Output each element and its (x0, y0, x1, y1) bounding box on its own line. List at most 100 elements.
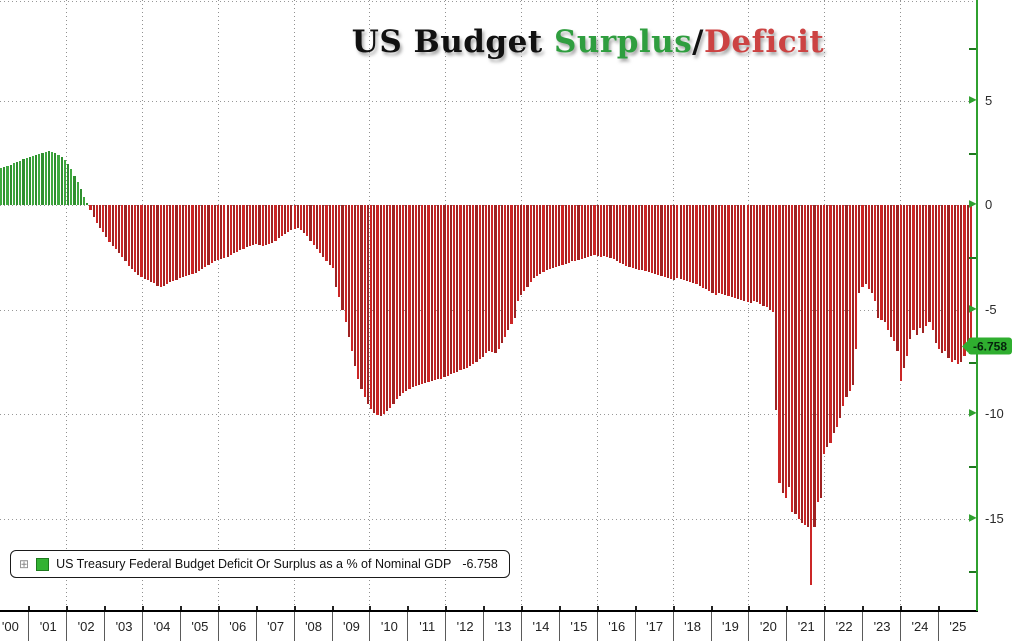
surplus-bar (54, 152, 57, 206)
x-axis-tick (862, 606, 865, 610)
surplus-bar (28, 156, 31, 206)
deficit-bar (121, 205, 124, 258)
x-axis-tick (937, 606, 940, 610)
deficit-bar (108, 205, 111, 242)
deficit-bar (743, 205, 746, 302)
v-gridline (369, 0, 371, 610)
deficit-bar (794, 205, 797, 515)
deficit-bar (810, 205, 813, 586)
deficit-bar (599, 205, 602, 258)
deficit-bar (526, 205, 529, 287)
surplus-bar (47, 150, 51, 205)
deficit-bar (669, 205, 673, 280)
deficit-bar (392, 205, 395, 404)
deficit-bar (274, 205, 277, 241)
deficit-bar (488, 205, 491, 352)
deficit-bar (880, 205, 883, 320)
deficit-bar (239, 205, 242, 250)
deficit-bar (577, 205, 580, 261)
deficit-bar (845, 205, 848, 398)
deficit-bar (816, 205, 819, 502)
deficit-bar (644, 205, 647, 271)
series-label[interactable]: US Treasury Federal Budget Deficit Or Su… (56, 557, 452, 571)
deficit-bar (306, 205, 309, 237)
v-gridline (672, 0, 674, 610)
x-axis-tick (900, 606, 902, 610)
deficit-bar (456, 205, 459, 373)
deficit-bar (389, 205, 392, 408)
deficit-bar (242, 205, 245, 249)
deficit-bar (510, 205, 513, 325)
surplus-bar (41, 152, 44, 206)
deficit-bar (893, 205, 896, 341)
deficit-bar (379, 205, 382, 417)
deficit-bar (338, 205, 341, 297)
deficit-bar (271, 205, 274, 243)
legend-expand-icon[interactable]: ⊞ (19, 557, 30, 571)
deficit-bar (867, 205, 870, 289)
deficit-bar (363, 205, 366, 398)
surplus-bar (0, 168, 3, 206)
deficit-bar (341, 205, 344, 310)
deficit-bar (727, 205, 730, 296)
surplus-bar (44, 151, 47, 205)
deficit-bar (347, 205, 350, 337)
deficit-bar (705, 205, 708, 289)
deficit-bar (459, 205, 462, 371)
x-axis-year-label: '08 (293, 612, 333, 641)
deficit-bar (692, 205, 695, 284)
surplus-bar (3, 167, 6, 205)
deficit-bar (430, 205, 433, 381)
deficit-bar (443, 205, 446, 378)
deficit-bar (625, 205, 628, 266)
deficit-bar (944, 205, 947, 352)
deficit-bar (481, 205, 484, 357)
y-axis-tick-arrow-icon: ▶ (969, 94, 977, 105)
deficit-bar (902, 205, 905, 368)
deficit-bar (114, 205, 118, 249)
deficit-bar (468, 205, 472, 366)
surplus-bar (35, 154, 38, 206)
deficit-bar (918, 205, 921, 329)
deficit-bar (529, 205, 532, 283)
deficit-bar (360, 205, 363, 389)
deficit-bar (823, 205, 826, 454)
deficit-bar (618, 205, 622, 263)
deficit-bar (886, 205, 890, 331)
deficit-bar (752, 205, 756, 302)
deficit-bar (647, 205, 650, 272)
deficit-bar (491, 205, 494, 353)
h-gridline (0, 0, 976, 2)
v-gridline (66, 0, 68, 610)
x-axis-tick (710, 606, 713, 610)
deficit-bar (807, 205, 810, 527)
x-axis-year-label: '07 (255, 612, 295, 641)
surplus-bar (60, 156, 63, 206)
deficit-bar (660, 205, 663, 277)
deficit-bar (800, 205, 803, 523)
deficit-bar (453, 205, 456, 374)
deficit-bar (523, 205, 526, 291)
x-axis-year-label: '15 (558, 612, 598, 641)
x-axis-tick (293, 606, 296, 610)
deficit-bar (781, 205, 784, 494)
deficit-bar (303, 205, 306, 234)
deficit-bar (252, 205, 255, 245)
deficit-bar (315, 205, 319, 249)
deficit-bar (264, 205, 267, 245)
series-swatch-icon[interactable] (36, 557, 50, 571)
deficit-bar (258, 205, 261, 245)
deficit-bar (427, 205, 430, 382)
deficit-bar (449, 205, 452, 375)
deficit-bar (861, 205, 864, 287)
surplus-bar (25, 157, 28, 205)
v-gridline (521, 0, 522, 610)
x-axis-tick (217, 606, 220, 610)
x-axis-year-label: '09 (331, 612, 371, 641)
deficit-bar (896, 205, 899, 352)
deficit-bar (842, 205, 845, 406)
deficit-bar (960, 205, 963, 362)
deficit-bar (912, 205, 915, 331)
deficit-bar (548, 205, 551, 269)
deficit-bar (756, 205, 759, 303)
